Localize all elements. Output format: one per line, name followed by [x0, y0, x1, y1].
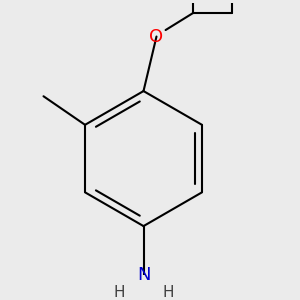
Text: H: H [113, 285, 124, 300]
Text: O: O [149, 28, 164, 46]
Text: N: N [137, 266, 150, 284]
Text: H: H [162, 285, 174, 300]
